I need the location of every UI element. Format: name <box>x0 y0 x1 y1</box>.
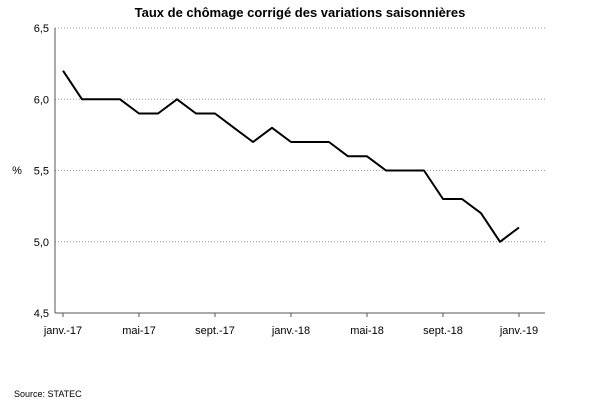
x-tick-label: mai-17 <box>122 325 156 337</box>
y-tick-labels: 4,5 5,0 5,5 6,0 6,5 <box>34 23 49 320</box>
x-tick-label: janv.-18 <box>271 325 310 337</box>
y-tick-label: 6,0 <box>34 94 49 106</box>
y-tick-label: 6,5 <box>34 23 49 35</box>
series-layer <box>62 70 520 243</box>
x-tick-label: sept.-18 <box>423 325 463 337</box>
source-note: Source: STATEC <box>14 389 82 399</box>
series-line <box>62 70 520 243</box>
axes <box>54 28 545 317</box>
y-tick-label: 4,5 <box>34 308 49 320</box>
y-tick-label: 5,5 <box>34 166 49 178</box>
y-axis-label: % <box>12 165 22 177</box>
gridlines <box>55 27 545 243</box>
x-tick-label: janv.-17 <box>43 325 82 337</box>
chart-title: Taux de chômage corrigé des variations s… <box>135 5 466 20</box>
y-tick-label: 5,0 <box>34 237 49 249</box>
x-tick-label: mai-18 <box>350 325 384 337</box>
x-tick-label: sept.-17 <box>195 325 235 337</box>
x-tick-labels: janv.-17 mai-17 sept.-17 janv.-18 mai-18 sept… <box>43 325 538 337</box>
x-tick-label: janv.-19 <box>499 325 538 337</box>
